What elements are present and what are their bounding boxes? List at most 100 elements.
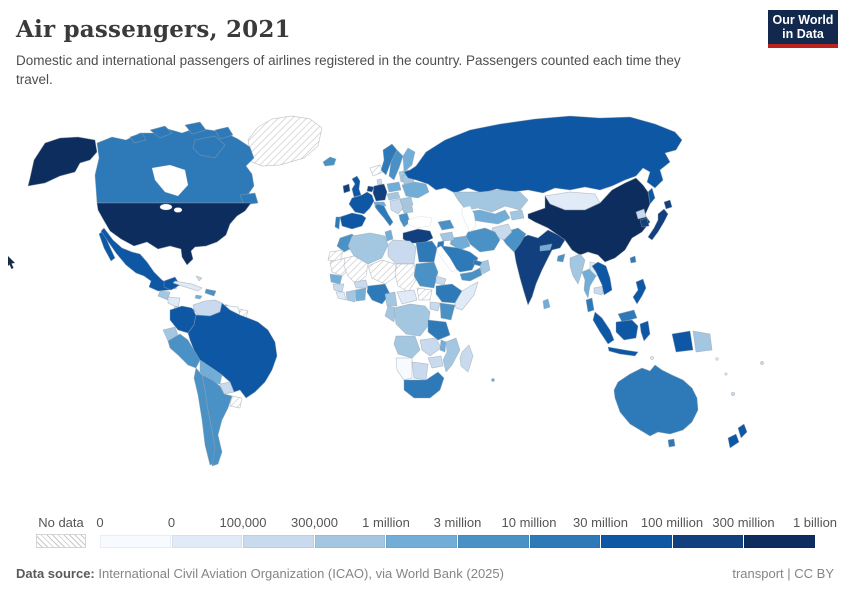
country-zimbabwe[interactable] [427,355,444,369]
country-taiwan[interactable] [629,255,637,264]
country-uganda[interactable] [429,301,441,312]
license-note[interactable]: transport | CC BY [732,566,834,581]
country-greenland[interactable] [247,115,323,167]
country-cameroon[interactable] [384,291,398,307]
country-united-kingdom[interactable] [351,175,362,198]
country-hispaniola[interactable] [204,288,217,297]
country-iraq[interactable] [449,235,471,251]
country-malaysia[interactable] [585,297,595,313]
country-mauritius[interactable] [491,378,495,382]
country-south-sudan[interactable] [416,287,433,301]
country-chad[interactable] [394,263,417,293]
legend-bin-9[interactable] [744,535,815,548]
country-japan-hokkaido[interactable] [663,199,673,210]
country-bangladesh[interactable] [556,253,566,263]
country-somalia[interactable] [454,281,479,311]
country-alaska[interactable] [27,136,98,187]
country-canada-newfoundland[interactable] [239,192,259,206]
country-bahamas[interactable] [195,275,203,282]
country-japan[interactable] [647,208,669,241]
country-romania[interactable] [399,196,414,208]
country-yemen[interactable] [459,267,483,282]
country-jamaica[interactable] [194,294,203,300]
country-australia-tasmania[interactable] [667,438,676,448]
country-indonesia-kalimantan[interactable] [615,319,639,341]
country-uae[interactable] [472,259,483,267]
country-tanzania[interactable] [427,319,451,341]
country-new-zealand-north[interactable] [737,423,748,439]
country-oman[interactable] [479,259,491,275]
country-canada-island[interactable] [129,132,147,144]
country-balkans[interactable] [389,198,404,215]
country-algeria[interactable] [347,232,389,265]
country-nigeria[interactable] [366,283,391,305]
country-sudan[interactable] [413,261,439,289]
country-angola[interactable] [393,335,421,359]
country-kyrgyzstan[interactable] [509,209,525,221]
country-argentina[interactable] [201,374,233,467]
country-syria[interactable] [439,231,455,242]
country-congo[interactable] [384,305,397,323]
country-norway[interactable] [380,143,398,176]
country-bulgaria[interactable] [401,205,414,214]
legend-no-data[interactable]: No data [36,515,86,548]
country-vanuatu[interactable] [724,372,728,376]
country-car[interactable] [396,289,418,305]
country-ireland[interactable] [342,183,351,194]
country-brazil[interactable] [187,302,278,399]
legend-bin-6[interactable] [529,535,602,548]
country-myanmar[interactable] [569,253,586,285]
country-ivory-coast[interactable] [345,289,357,303]
country-iceland[interactable] [322,156,337,167]
country-ukraine[interactable] [401,181,430,199]
country-mexico-baja[interactable] [98,230,116,262]
country-sri-lanka[interactable] [542,298,551,310]
country-sweden[interactable] [388,149,404,181]
country-united-states[interactable] [96,202,252,266]
legend-no-data-swatch[interactable] [36,534,86,548]
country-cambodia[interactable] [593,285,605,296]
legend-bin-0[interactable] [100,535,172,548]
country-cuba[interactable] [172,280,203,292]
country-turkey[interactable] [402,228,434,244]
country-india[interactable] [513,229,566,306]
country-canada-baffin[interactable] [192,135,226,159]
country-eritrea[interactable] [435,275,447,286]
country-madagascar[interactable] [459,344,474,373]
legend-bin-1[interactable] [171,535,244,548]
country-north-korea[interactable] [635,208,647,220]
country-solomon-islands[interactable] [715,357,719,361]
country-greece[interactable] [398,212,411,228]
country-mozambique[interactable] [442,337,461,373]
country-tunisia[interactable] [384,229,394,242]
legend-bar[interactable] [100,535,815,548]
country-vietnam[interactable] [591,261,613,296]
legend-bin-7[interactable] [601,535,673,548]
country-zambia[interactable] [419,337,442,357]
country-france[interactable] [348,191,375,215]
country-mali[interactable] [343,255,369,285]
country-botswana[interactable] [411,361,429,381]
country-fiji[interactable] [760,361,764,365]
legend-bin-3[interactable] [314,535,387,548]
country-canada-island[interactable] [149,125,173,139]
country-indonesia-sulawesi[interactable] [639,320,651,342]
country-indonesia-sumatra[interactable] [592,311,615,345]
country-libya[interactable] [387,239,417,265]
country-new-zealand-south[interactable] [727,433,740,449]
country-namibia[interactable] [395,357,413,381]
country-caucasus[interactable] [437,219,455,231]
country-uruguay[interactable] [229,395,243,409]
country-canada-island[interactable] [214,126,234,140]
country-egypt[interactable] [415,240,438,263]
country-ghana[interactable] [355,287,367,302]
country-italy[interactable] [374,203,394,227]
legend-bin-4[interactable] [386,535,458,548]
country-papua-new-guinea[interactable] [692,330,713,353]
country-mexico-yucatan[interactable] [163,276,181,291]
country-finland[interactable] [402,147,416,173]
legend-bin-2[interactable] [243,535,315,548]
country-niger[interactable] [367,259,398,285]
country-east-timor[interactable] [650,356,654,360]
